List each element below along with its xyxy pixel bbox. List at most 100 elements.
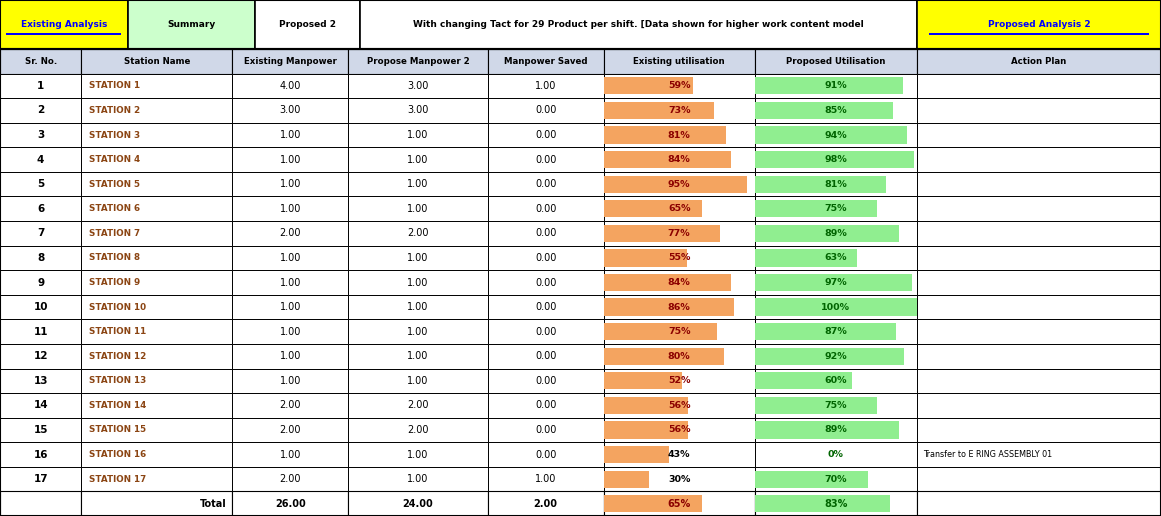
Text: Station Name: Station Name bbox=[123, 57, 190, 66]
Text: 0.00: 0.00 bbox=[535, 179, 556, 189]
Bar bbox=[232, 98, 348, 123]
Text: 12: 12 bbox=[34, 351, 48, 361]
Bar bbox=[917, 368, 1161, 393]
Text: Total: Total bbox=[200, 498, 226, 509]
Bar bbox=[81, 123, 232, 148]
Bar bbox=[755, 372, 852, 390]
Bar bbox=[755, 495, 889, 512]
Bar bbox=[917, 344, 1161, 368]
Text: 6: 6 bbox=[37, 204, 44, 214]
Bar bbox=[488, 467, 604, 491]
Bar bbox=[604, 467, 755, 491]
Bar bbox=[81, 172, 232, 197]
Text: 11: 11 bbox=[34, 327, 48, 336]
Bar bbox=[755, 471, 868, 488]
Bar bbox=[360, 0, 917, 49]
Bar bbox=[755, 344, 917, 368]
Bar bbox=[755, 295, 917, 319]
Bar bbox=[755, 172, 917, 197]
Bar bbox=[0, 368, 81, 393]
Text: 0.00: 0.00 bbox=[535, 351, 556, 361]
Bar bbox=[81, 344, 232, 368]
Bar bbox=[604, 246, 755, 270]
Bar bbox=[7, 34, 121, 35]
Bar bbox=[604, 49, 755, 74]
Bar bbox=[604, 393, 755, 417]
Bar bbox=[917, 197, 1161, 221]
Text: 75%: 75% bbox=[824, 204, 848, 213]
Text: 2.00: 2.00 bbox=[534, 498, 557, 509]
Text: 2.00: 2.00 bbox=[280, 400, 301, 410]
Bar bbox=[348, 148, 488, 172]
Bar bbox=[0, 442, 81, 467]
Bar bbox=[604, 344, 755, 368]
Bar bbox=[755, 274, 913, 291]
Text: 94%: 94% bbox=[824, 131, 848, 139]
Bar bbox=[348, 49, 488, 74]
Bar bbox=[488, 491, 604, 516]
Bar bbox=[604, 151, 730, 168]
Bar bbox=[0, 98, 81, 123]
Bar bbox=[755, 148, 917, 172]
Bar bbox=[604, 471, 649, 488]
Text: STATION 12: STATION 12 bbox=[89, 352, 146, 361]
Text: 1.00: 1.00 bbox=[280, 278, 301, 287]
Bar bbox=[917, 393, 1161, 417]
Bar bbox=[348, 295, 488, 319]
Bar bbox=[488, 295, 604, 319]
Bar bbox=[348, 344, 488, 368]
Text: 24.00: 24.00 bbox=[403, 498, 433, 509]
Bar bbox=[755, 123, 917, 148]
Bar bbox=[755, 323, 896, 340]
Text: 13: 13 bbox=[34, 376, 48, 386]
Text: With changing Tact for 29 Product per shift. [Data shown for higher work content: With changing Tact for 29 Product per sh… bbox=[413, 20, 864, 29]
Bar bbox=[348, 98, 488, 123]
Text: 77%: 77% bbox=[668, 229, 691, 238]
Bar bbox=[488, 221, 604, 246]
Text: 1.00: 1.00 bbox=[408, 327, 428, 336]
Bar bbox=[604, 298, 734, 316]
Text: 92%: 92% bbox=[824, 352, 848, 361]
Bar bbox=[232, 417, 348, 442]
Text: 1.00: 1.00 bbox=[280, 327, 301, 336]
Bar bbox=[488, 172, 604, 197]
Bar bbox=[232, 491, 348, 516]
Text: 0.00: 0.00 bbox=[535, 130, 556, 140]
Bar bbox=[755, 175, 886, 193]
Text: 16: 16 bbox=[34, 449, 48, 460]
Bar bbox=[755, 126, 908, 143]
Bar bbox=[232, 221, 348, 246]
Bar bbox=[0, 221, 81, 246]
Text: STATION 10: STATION 10 bbox=[89, 302, 146, 312]
Bar bbox=[755, 368, 917, 393]
Text: 95%: 95% bbox=[668, 180, 691, 189]
Text: 2.00: 2.00 bbox=[408, 229, 428, 238]
Bar bbox=[0, 295, 81, 319]
Text: 1.00: 1.00 bbox=[280, 351, 301, 361]
Text: 63%: 63% bbox=[824, 253, 848, 263]
Bar bbox=[917, 467, 1161, 491]
Bar bbox=[488, 344, 604, 368]
Text: 2.00: 2.00 bbox=[408, 400, 428, 410]
Text: 75%: 75% bbox=[668, 327, 691, 336]
Text: STATION 8: STATION 8 bbox=[89, 253, 140, 263]
Text: 0.00: 0.00 bbox=[535, 327, 556, 336]
Bar bbox=[755, 417, 917, 442]
Bar bbox=[232, 123, 348, 148]
Text: 1.00: 1.00 bbox=[535, 81, 556, 91]
Bar bbox=[81, 319, 232, 344]
Bar bbox=[917, 295, 1161, 319]
Bar bbox=[232, 344, 348, 368]
Bar bbox=[604, 249, 687, 267]
Bar bbox=[348, 74, 488, 98]
Bar bbox=[755, 102, 893, 119]
Bar bbox=[755, 200, 877, 217]
Bar bbox=[604, 348, 724, 365]
Bar bbox=[81, 49, 232, 74]
Text: 56%: 56% bbox=[668, 401, 691, 410]
Bar bbox=[755, 74, 917, 98]
Text: 52%: 52% bbox=[668, 376, 691, 385]
Text: 55%: 55% bbox=[668, 253, 691, 263]
Bar bbox=[0, 0, 1161, 49]
Text: 0.00: 0.00 bbox=[535, 155, 556, 165]
